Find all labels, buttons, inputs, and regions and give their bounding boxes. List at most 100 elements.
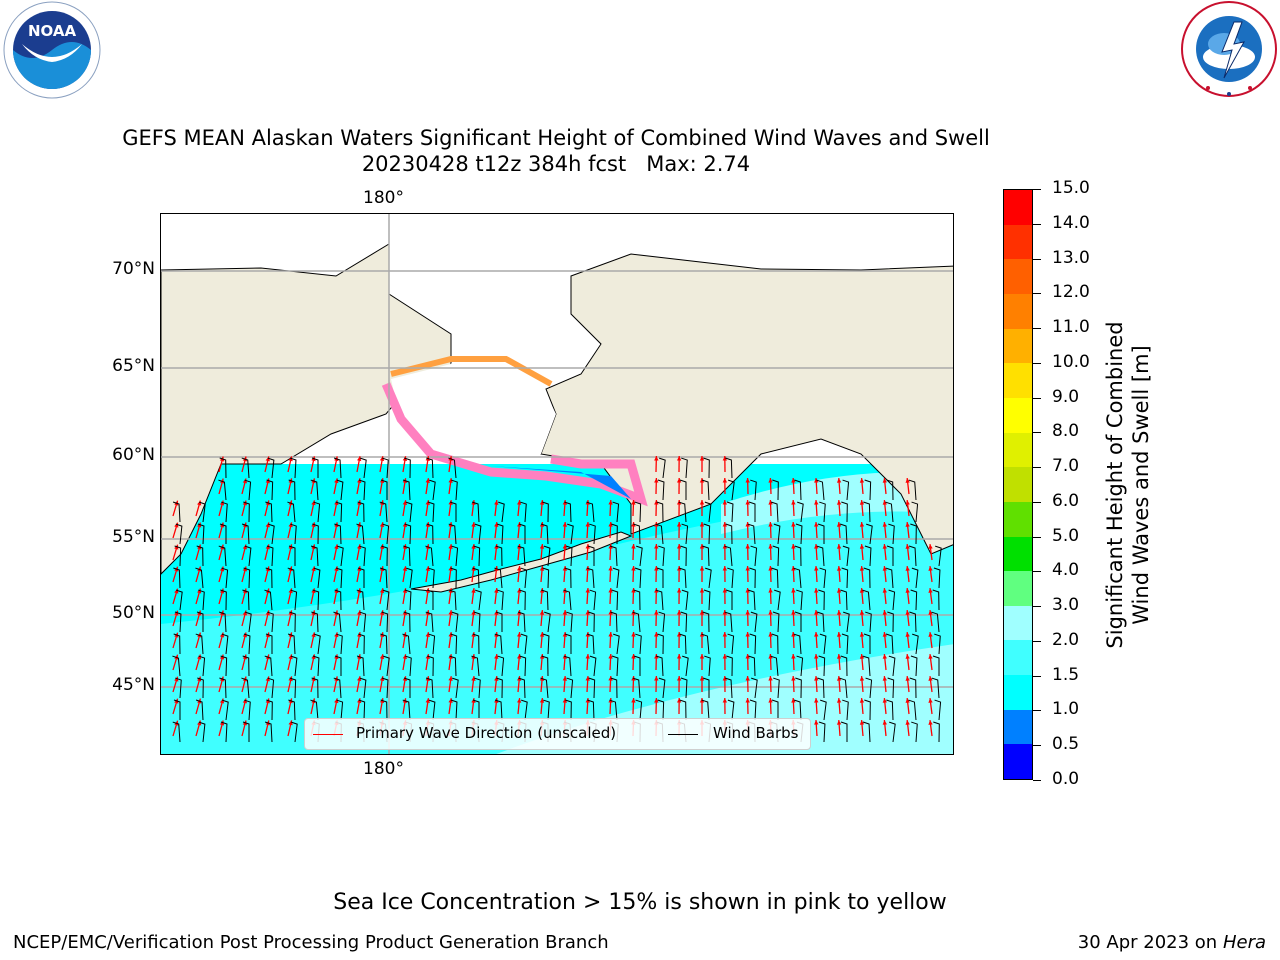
wave-direction-arrowhead — [676, 522, 682, 527]
wind-barb — [681, 523, 689, 545]
wind-barb — [173, 633, 181, 655]
wave-direction-arrowhead — [219, 566, 225, 572]
wave-direction-arrowhead — [516, 500, 522, 505]
wave-direction-arrowhead — [562, 632, 568, 637]
wave-direction-arrowhead — [905, 500, 910, 505]
wave-direction-arrowhead — [791, 632, 796, 637]
wind-barb — [310, 545, 319, 567]
wind-barb — [403, 677, 411, 698]
wind-barb — [795, 677, 802, 699]
wind-barb — [657, 699, 665, 721]
wind-barb — [588, 677, 596, 699]
wind-barb — [474, 523, 482, 545]
wind-barb — [842, 699, 849, 721]
colorbar-tick-label: 7.0 — [1052, 456, 1080, 477]
wind-barb — [428, 699, 436, 721]
wave-direction-arrowhead — [722, 500, 728, 505]
wave-direction-arrowhead — [905, 478, 910, 483]
wave-direction-arrowhead — [859, 698, 865, 703]
wind-barb — [266, 699, 273, 721]
wind-barb — [265, 501, 273, 523]
wave-direction-arrowhead — [585, 522, 590, 527]
colorbar-tick-label: 2.0 — [1052, 629, 1080, 650]
wind-barb — [425, 611, 434, 633]
wind-barb — [726, 655, 733, 677]
wave-direction-arrowhead — [425, 478, 430, 483]
host-name: Hera — [1222, 932, 1266, 953]
wave-direction-arrowhead — [768, 588, 773, 593]
wind-barb — [701, 699, 710, 721]
wind-barb — [910, 589, 918, 611]
wind-barb — [681, 457, 688, 479]
wind-barb — [264, 721, 273, 743]
wave-direction-arrowhead — [928, 610, 933, 615]
wave-direction-arrowhead — [722, 632, 728, 637]
colorbar-tick-label: 10.0 — [1052, 351, 1090, 372]
wind-barb — [173, 567, 181, 589]
chart-title: GEFS MEAN Alaskan Waters Significant Hei… — [122, 126, 990, 150]
wave-direction-arrowhead — [402, 566, 408, 572]
wave-direction-arrowhead — [334, 632, 339, 638]
wind-barb — [220, 655, 228, 677]
wind-barb — [471, 501, 480, 523]
wind-barb — [611, 655, 619, 677]
wave-direction-arrowhead — [905, 654, 910, 659]
colorbar-label-line-1: Significant Height of Combined — [1103, 321, 1127, 649]
wind-barb — [241, 457, 250, 479]
wind-barb — [797, 501, 804, 523]
wave-direction-arrowhead — [905, 522, 910, 527]
wind-barb — [472, 633, 480, 655]
wave-direction-arrowhead — [631, 632, 636, 637]
wind-barb — [404, 457, 411, 479]
colorbar-tick — [1033, 223, 1041, 225]
wind-barb — [428, 567, 435, 589]
wind-barb — [405, 501, 413, 523]
wave-direction-arrowhead — [334, 478, 339, 484]
colorbar-tick — [1033, 745, 1041, 747]
wave-direction-arrowhead — [722, 676, 728, 681]
wind-barb — [544, 611, 551, 633]
wind-barb — [221, 567, 229, 589]
wave-direction-arrowhead — [814, 544, 819, 549]
wind-barb — [335, 567, 343, 589]
wave-direction-arrowhead — [288, 588, 293, 594]
colorbar-tick-label: 1.0 — [1052, 699, 1080, 720]
wave-direction-arrowhead — [242, 698, 247, 704]
wave-direction-arrowhead — [859, 720, 865, 725]
aleutian-islands — [410, 531, 633, 593]
colorbar-tick — [1033, 710, 1041, 712]
wind-barb — [541, 655, 549, 677]
wind-barb — [448, 589, 457, 611]
wind-barb — [496, 523, 504, 545]
wind-barb — [243, 501, 250, 523]
wind-barb — [816, 611, 825, 633]
wind-barb — [495, 611, 503, 632]
colorbar-tick — [1033, 293, 1041, 295]
wind-barb — [634, 567, 642, 589]
colorbar-tick-label: 1.5 — [1052, 664, 1080, 685]
wave-direction-arrowhead — [791, 610, 796, 615]
wind-barb — [290, 523, 297, 545]
wave-direction-arrowhead — [814, 720, 819, 725]
wind-barb — [497, 655, 505, 677]
wind-barb — [701, 633, 710, 655]
wind-barb — [333, 677, 342, 699]
credit-line: NCEP/EMC/Verification Post Processing Pr… — [13, 932, 609, 953]
colorbar-tick — [1033, 780, 1041, 781]
wind-barb — [912, 633, 919, 655]
wind-barb — [567, 523, 574, 545]
wave-direction-arrowhead — [814, 478, 819, 483]
wind-barb — [704, 655, 711, 677]
wind-barb — [221, 501, 228, 523]
wave-direction-arrowhead — [219, 500, 225, 506]
wind-barb — [589, 523, 596, 545]
lat-label-65: 65°N — [112, 356, 155, 376]
wind-barb — [933, 567, 941, 589]
wind-barb — [402, 633, 411, 655]
wind-barb — [680, 677, 688, 699]
wind-barb — [381, 677, 389, 699]
wave-direction-arrowhead — [654, 676, 659, 681]
wind-barb — [886, 545, 894, 566]
wind-barb — [818, 589, 825, 611]
wind-barb — [705, 567, 712, 589]
